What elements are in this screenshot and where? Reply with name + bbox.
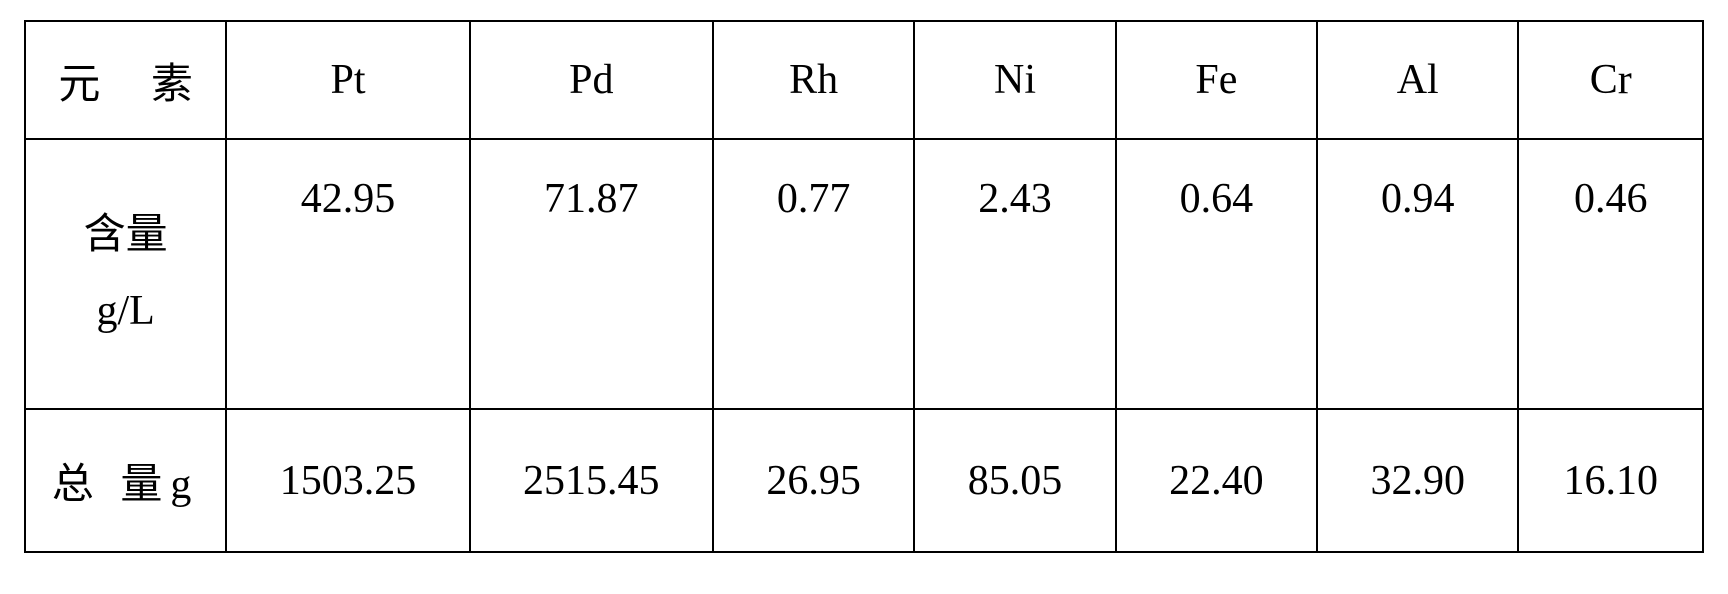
data-table-container: 元 素 Pt Pd Rh Ni Fe Al Cr 含量 g/L 42.95 71… [24,20,1704,553]
row-label-total: 总 量g [25,409,226,552]
header-rh: Rh [713,21,914,139]
header-cr: Cr [1518,21,1703,139]
cell-total-rh: 26.95 [713,409,914,552]
label-line-2: g/L [36,274,215,350]
cell-content-rh: 0.77 [713,139,914,409]
header-pd: Pd [470,21,713,139]
table-row: 总 量g 1503.25 2515.45 26.95 85.05 22.40 3… [25,409,1703,552]
row-label-content: 含量 g/L [25,139,226,409]
table-row: 含量 g/L 42.95 71.87 0.77 2.43 0.64 0.94 0… [25,139,1703,409]
data-table: 元 素 Pt Pd Rh Ni Fe Al Cr 含量 g/L 42.95 71… [24,20,1704,553]
cell-content-fe: 0.64 [1116,139,1317,409]
cell-content-al: 0.94 [1317,139,1518,409]
cell-content-pd: 71.87 [470,139,713,409]
header-element: 元 素 [25,21,226,139]
cell-total-ni: 85.05 [914,409,1115,552]
cell-total-fe: 22.40 [1116,409,1317,552]
header-al: Al [1317,21,1518,139]
header-fe: Fe [1116,21,1317,139]
cell-total-pt: 1503.25 [226,409,469,552]
cell-total-pd: 2515.45 [470,409,713,552]
cell-total-al: 32.90 [1317,409,1518,552]
label-line-1: 含量 [36,198,215,274]
cell-total-cr: 16.10 [1518,409,1703,552]
header-ni: Ni [914,21,1115,139]
table-header-row: 元 素 Pt Pd Rh Ni Fe Al Cr [25,21,1703,139]
cell-content-cr: 0.46 [1518,139,1703,409]
header-pt: Pt [226,21,469,139]
cell-content-ni: 2.43 [914,139,1115,409]
cell-content-pt: 42.95 [226,139,469,409]
